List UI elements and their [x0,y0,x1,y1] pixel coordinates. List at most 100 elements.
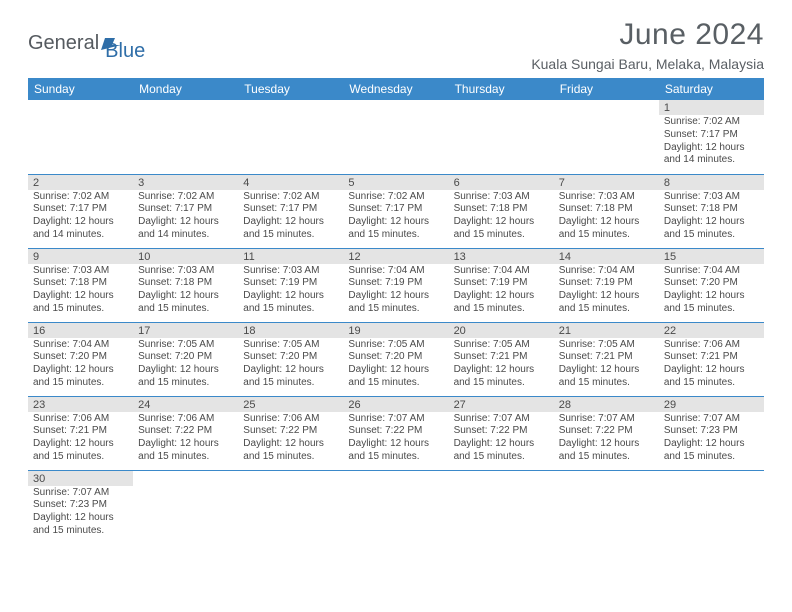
detail-line: Sunset: 7:19 PM [559,277,654,290]
day-header: Sunday [28,78,133,100]
day-header: Tuesday [238,78,343,100]
detail-line: and 14 minutes. [664,154,759,167]
detail-line: Daylight: 12 hours [454,290,549,303]
day-number: 8 [659,175,764,190]
day-header: Monday [133,78,238,100]
detail-line: Daylight: 12 hours [33,216,128,229]
detail-line: and 15 minutes. [33,451,128,464]
detail-line: Sunrise: 7:06 AM [243,413,338,426]
day-details: Sunrise: 7:03 AMSunset: 7:19 PMDaylight:… [238,264,343,318]
day-number: 25 [238,397,343,412]
day-cell [28,100,133,174]
day-details: Sunrise: 7:07 AMSunset: 7:22 PMDaylight:… [343,412,448,466]
detail-line: Daylight: 12 hours [33,364,128,377]
day-header: Friday [554,78,659,100]
day-details: Sunrise: 7:05 AMSunset: 7:20 PMDaylight:… [343,338,448,392]
day-cell: 25Sunrise: 7:06 AMSunset: 7:22 PMDayligh… [238,396,343,470]
detail-line: Daylight: 12 hours [33,290,128,303]
detail-line: and 15 minutes. [33,377,128,390]
detail-line: Sunset: 7:21 PM [33,425,128,438]
detail-line: and 15 minutes. [243,377,338,390]
location-text: Kuala Sungai Baru, Melaka, Malaysia [531,56,764,72]
detail-line: Sunset: 7:22 PM [454,425,549,438]
day-cell: 13Sunrise: 7:04 AMSunset: 7:19 PMDayligh… [449,248,554,322]
detail-line: Sunset: 7:22 PM [138,425,233,438]
day-cell: 2Sunrise: 7:02 AMSunset: 7:17 PMDaylight… [28,174,133,248]
day-cell: 28Sunrise: 7:07 AMSunset: 7:22 PMDayligh… [554,396,659,470]
day-cell [343,470,448,544]
detail-line: Daylight: 12 hours [33,438,128,451]
day-details: Sunrise: 7:06 AMSunset: 7:21 PMDaylight:… [659,338,764,392]
detail-line: and 15 minutes. [454,303,549,316]
day-details: Sunrise: 7:07 AMSunset: 7:22 PMDaylight:… [449,412,554,466]
detail-line: and 15 minutes. [559,229,654,242]
detail-line: Daylight: 12 hours [138,438,233,451]
day-number: 19 [343,323,448,338]
detail-line: Sunset: 7:22 PM [243,425,338,438]
detail-line: Sunset: 7:22 PM [559,425,654,438]
detail-line: and 14 minutes. [33,229,128,242]
detail-line: and 15 minutes. [664,451,759,464]
day-cell: 10Sunrise: 7:03 AMSunset: 7:18 PMDayligh… [133,248,238,322]
day-number: 24 [133,397,238,412]
detail-line: Daylight: 12 hours [559,364,654,377]
day-cell: 22Sunrise: 7:06 AMSunset: 7:21 PMDayligh… [659,322,764,396]
detail-line: and 15 minutes. [243,229,338,242]
week-row: 9Sunrise: 7:03 AMSunset: 7:18 PMDaylight… [28,248,764,322]
day-number: 30 [28,471,133,486]
day-details: Sunrise: 7:03 AMSunset: 7:18 PMDaylight:… [659,190,764,244]
title-block: June 2024 Kuala Sungai Baru, Melaka, Mal… [531,18,764,72]
calendar-table: SundayMondayTuesdayWednesdayThursdayFrid… [28,78,764,544]
day-cell: 18Sunrise: 7:05 AMSunset: 7:20 PMDayligh… [238,322,343,396]
day-cell: 24Sunrise: 7:06 AMSunset: 7:22 PMDayligh… [133,396,238,470]
calendar-body: 1Sunrise: 7:02 AMSunset: 7:17 PMDaylight… [28,100,764,544]
day-number: 20 [449,323,554,338]
detail-line: Sunset: 7:18 PM [33,277,128,290]
week-row: 1Sunrise: 7:02 AMSunset: 7:17 PMDaylight… [28,100,764,174]
day-number: 18 [238,323,343,338]
detail-line: and 15 minutes. [664,303,759,316]
day-cell: 27Sunrise: 7:07 AMSunset: 7:22 PMDayligh… [449,396,554,470]
detail-line: Daylight: 12 hours [243,364,338,377]
detail-line: Sunrise: 7:02 AM [348,191,443,204]
day-cell [238,470,343,544]
day-number: 17 [133,323,238,338]
day-number: 9 [28,249,133,264]
detail-line: Sunrise: 7:07 AM [664,413,759,426]
detail-line: Daylight: 12 hours [454,438,549,451]
day-number: 22 [659,323,764,338]
day-details: Sunrise: 7:03 AMSunset: 7:18 PMDaylight:… [554,190,659,244]
day-cell: 16Sunrise: 7:04 AMSunset: 7:20 PMDayligh… [28,322,133,396]
day-number: 6 [449,175,554,190]
detail-line: Sunrise: 7:03 AM [454,191,549,204]
detail-line: Daylight: 12 hours [559,216,654,229]
week-row: 2Sunrise: 7:02 AMSunset: 7:17 PMDaylight… [28,174,764,248]
day-details: Sunrise: 7:06 AMSunset: 7:21 PMDaylight:… [28,412,133,466]
detail-line: Sunrise: 7:05 AM [243,339,338,352]
day-details: Sunrise: 7:07 AMSunset: 7:23 PMDaylight:… [659,412,764,466]
day-cell [133,470,238,544]
detail-line: Sunset: 7:17 PM [348,203,443,216]
detail-line: Daylight: 12 hours [559,438,654,451]
detail-line: Sunset: 7:20 PM [243,351,338,364]
detail-line: and 15 minutes. [33,525,128,538]
detail-line: and 15 minutes. [138,451,233,464]
detail-line: and 15 minutes. [559,451,654,464]
detail-line: Sunset: 7:17 PM [664,129,759,142]
day-number: 1 [659,100,764,115]
detail-line: Sunrise: 7:04 AM [454,265,549,278]
day-number: 3 [133,175,238,190]
day-number: 21 [554,323,659,338]
detail-line: Daylight: 12 hours [348,438,443,451]
detail-line: Sunset: 7:23 PM [664,425,759,438]
detail-line: Sunset: 7:21 PM [664,351,759,364]
day-details: Sunrise: 7:05 AMSunset: 7:20 PMDaylight:… [238,338,343,392]
detail-line: Daylight: 12 hours [664,216,759,229]
day-cell: 8Sunrise: 7:03 AMSunset: 7:18 PMDaylight… [659,174,764,248]
detail-line: Daylight: 12 hours [664,438,759,451]
day-cell [343,100,448,174]
day-number: 14 [554,249,659,264]
detail-line: Sunrise: 7:03 AM [559,191,654,204]
day-cell: 29Sunrise: 7:07 AMSunset: 7:23 PMDayligh… [659,396,764,470]
detail-line: Daylight: 12 hours [454,364,549,377]
